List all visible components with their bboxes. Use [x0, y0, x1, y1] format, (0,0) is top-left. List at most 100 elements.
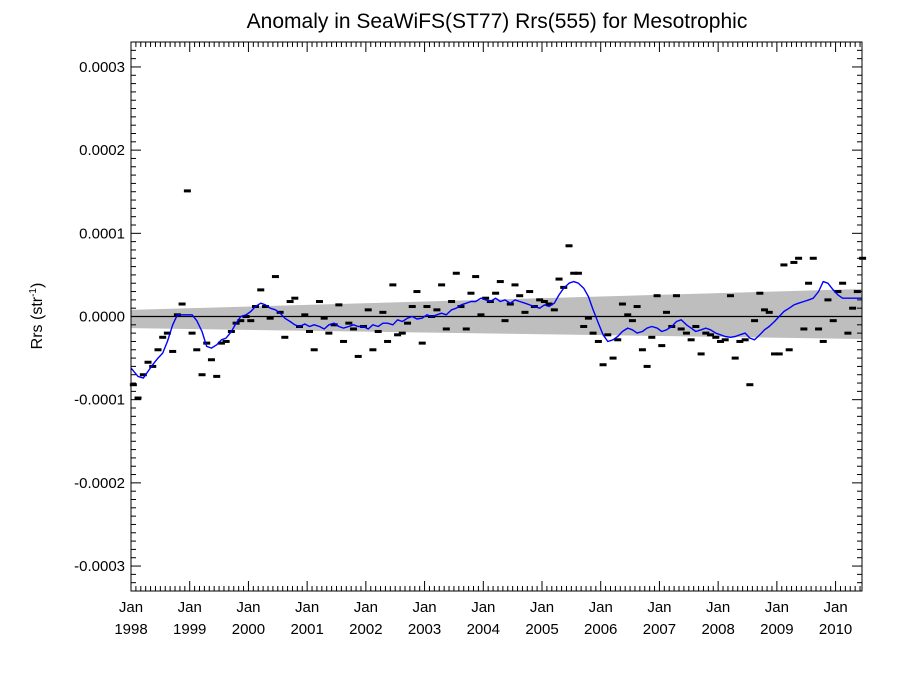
monthly-anomaly-marker	[618, 302, 626, 306]
y-tick-label: 0.0002	[79, 142, 125, 159]
monthly-anomaly-marker	[286, 300, 294, 304]
monthly-anomaly-marker	[266, 316, 274, 320]
monthly-anomaly-marker	[482, 296, 490, 300]
y-tick-label: 0.0001	[79, 225, 125, 242]
monthly-anomaly-marker	[281, 335, 289, 339]
monthly-anomaly-marker	[305, 329, 313, 333]
monthly-anomaly-marker	[492, 291, 500, 295]
x-tick-label-month: Jan	[119, 599, 143, 616]
x-tick-label-month: Jan	[706, 599, 730, 616]
monthly-anomaly-marker	[384, 339, 392, 343]
monthly-anomaly-marker	[398, 331, 406, 335]
monthly-anomaly-marker	[761, 308, 769, 312]
x-tick-label-year: 2006	[584, 621, 617, 638]
monthly-anomaly-marker	[438, 283, 446, 287]
monthly-anomaly-marker	[692, 324, 700, 328]
x-tick-label-year: 2004	[467, 621, 500, 638]
x-tick-label-year: 2000	[232, 621, 265, 638]
monthly-anomaly-marker	[594, 339, 602, 343]
monthly-anomaly-marker	[638, 348, 646, 352]
monthly-anomaly-marker	[501, 319, 509, 323]
monthly-anomaly-marker	[589, 331, 597, 335]
monthly-anomaly-marker	[472, 275, 480, 279]
monthly-anomaly-marker	[340, 339, 348, 343]
monthly-anomaly-marker	[702, 331, 710, 335]
monthly-anomaly-marker	[829, 319, 837, 323]
x-tick-label-year: 1999	[173, 621, 206, 638]
monthly-anomaly-marker	[198, 373, 206, 377]
monthly-anomaly-marker	[574, 271, 582, 275]
monthly-anomaly-marker	[516, 294, 524, 298]
x-tick-label-year: 2001	[290, 621, 323, 638]
monthly-anomaly-marker	[203, 341, 211, 345]
trend-confidence-band	[131, 289, 862, 339]
chart-title: Anomaly in SeaWiFS(ST77) Rrs(555) for Me…	[247, 10, 748, 33]
monthly-anomaly-marker	[839, 281, 847, 285]
monthly-anomaly-marker	[731, 356, 739, 360]
y-axis-label-superscript: -1	[28, 288, 39, 297]
monthly-anomaly-marker	[452, 271, 460, 275]
monthly-anomaly-marker	[849, 306, 857, 310]
y-tick-label: -0.0002	[74, 475, 125, 492]
monthly-anomaly-marker	[800, 327, 808, 331]
monthly-anomaly-marker	[584, 316, 592, 320]
monthly-anomaly-marker	[536, 298, 544, 302]
monthly-anomaly-marker	[134, 396, 142, 400]
monthly-anomaly-marker	[379, 310, 387, 314]
monthly-anomaly-marker	[154, 348, 162, 352]
monthly-anomaly-marker	[178, 302, 186, 306]
monthly-anomaly-marker	[364, 308, 372, 312]
monthly-anomaly-marker	[526, 290, 534, 294]
monthly-anomaly-marker	[163, 331, 171, 335]
monthly-anomaly-marker	[614, 338, 622, 342]
monthly-anomaly-marker	[765, 310, 773, 314]
monthly-anomaly-marker	[580, 324, 588, 328]
monthly-anomaly-marker	[448, 300, 456, 304]
monthly-anomaly-marker	[394, 333, 402, 337]
y-tick-label: 0.0003	[79, 59, 125, 76]
monthly-anomaly-marker	[496, 280, 504, 284]
monthly-anomaly-marker	[599, 363, 607, 367]
monthly-anomaly-marker	[726, 294, 734, 298]
monthly-anomaly-marker	[404, 321, 412, 325]
monthly-anomaly-marker	[418, 341, 426, 345]
monthly-anomaly-marker	[511, 283, 519, 287]
x-tick-label-year: 2010	[819, 621, 852, 638]
y-tick-label: -0.0001	[74, 392, 125, 409]
monthly-anomaly-marker	[457, 305, 465, 309]
monthly-anomaly-marker	[712, 335, 720, 339]
monthly-anomaly-marker	[354, 354, 362, 358]
monthly-anomaly-marker	[325, 331, 333, 335]
monthly-anomaly-marker	[751, 319, 759, 323]
monthly-anomaly-marker	[741, 338, 749, 342]
monthly-anomaly-marker	[756, 291, 764, 295]
monthly-anomaly-marker	[462, 327, 470, 331]
monthly-anomaly-marker	[550, 308, 558, 312]
monthly-anomaly-marker	[771, 352, 779, 356]
monthly-anomaly-markers	[129, 189, 867, 400]
monthly-anomaly-marker	[144, 360, 152, 364]
monthly-anomaly-marker	[129, 383, 137, 387]
monthly-anomaly-marker	[169, 349, 177, 353]
monthly-anomaly-marker	[805, 281, 813, 285]
monthly-anomaly-marker	[643, 364, 651, 368]
x-tick-label-month: Jan	[471, 599, 495, 616]
monthly-anomaly-marker	[477, 313, 485, 317]
monthly-anomaly-marker	[193, 348, 201, 352]
monthly-anomaly-marker	[844, 331, 852, 335]
monthly-anomaly-marker	[716, 339, 724, 343]
monthly-anomaly-marker	[261, 305, 269, 309]
monthly-anomaly-marker	[609, 356, 617, 360]
monthly-anomaly-marker	[721, 338, 729, 342]
monthly-anomaly-marker	[413, 290, 421, 294]
monthly-anomaly-marker	[628, 319, 636, 323]
monthly-anomaly-marker	[315, 300, 323, 304]
x-tick-label-year: 1998	[114, 621, 147, 638]
y-tick-label: 0.0000	[79, 309, 125, 326]
x-tick-label-year: 2009	[760, 621, 793, 638]
monthly-anomaly-marker	[159, 335, 167, 339]
monthly-anomaly-marker	[824, 298, 832, 302]
monthly-anomaly-marker	[330, 323, 338, 327]
monthly-anomaly-marker	[408, 305, 416, 309]
monthly-anomaly-marker	[834, 290, 842, 294]
